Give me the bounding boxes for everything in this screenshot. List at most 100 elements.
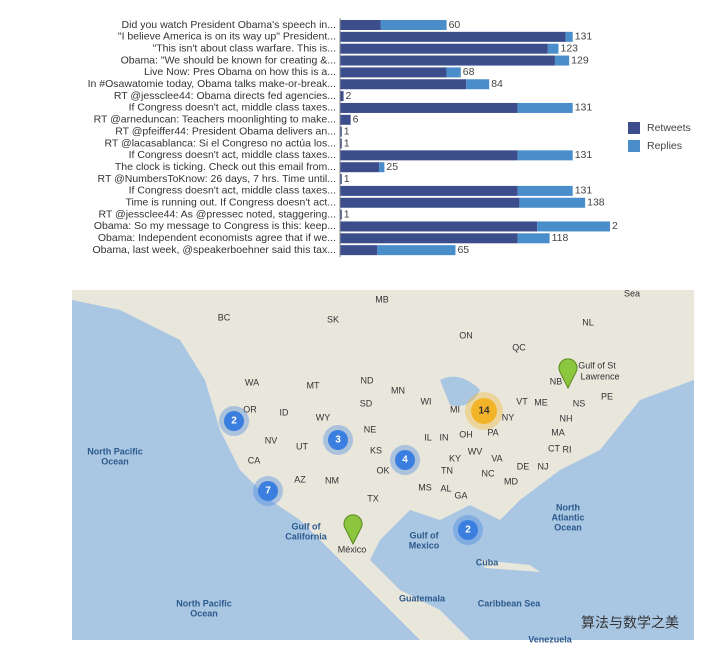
bar-segment — [519, 197, 586, 208]
map-label: OH — [459, 429, 473, 439]
map-label: TX — [367, 493, 379, 503]
total-label: 1 — [344, 208, 350, 220]
bar-segment — [377, 245, 456, 256]
bar-segment — [340, 245, 378, 256]
map-label: Sea — [624, 288, 640, 298]
map-label: MT — [307, 380, 320, 390]
map-place: California — [285, 531, 328, 541]
cluster-count: 2 — [231, 416, 237, 427]
map-label: PA — [487, 427, 498, 437]
total-label: 6 — [353, 114, 359, 126]
cluster-count: 2 — [465, 525, 471, 536]
row-label: RT @pfeiffer44: President Obama delivers… — [115, 125, 336, 137]
map-label: NJ — [538, 461, 549, 471]
row-label: Did you watch President Obama's speech i… — [122, 19, 336, 31]
row-label: Obama, last week, @speakerboehner said t… — [92, 244, 336, 256]
total-label: 1 — [344, 173, 350, 185]
total-label: 131 — [575, 149, 593, 161]
map-label: AL — [440, 483, 451, 493]
row-label: RT @jessclee44: Obama directs fed agenci… — [114, 90, 336, 102]
bar-segment — [340, 67, 447, 78]
map-place: Gulf of — [410, 530, 440, 540]
map-label: DE — [517, 461, 530, 471]
row-label: Obama: So my message to Congress is this… — [94, 220, 336, 232]
map-label: IL — [424, 432, 432, 442]
row-label: "I believe America is on its way up" Pre… — [118, 31, 336, 43]
map-lakes — [440, 376, 480, 406]
map-label: NY — [502, 412, 515, 422]
row-label: RT @jessclee44: As @pressec noted, stagg… — [99, 208, 336, 220]
bar-segment — [340, 209, 342, 220]
bar-segment — [537, 221, 610, 232]
row-label: If Congress doesn't act, middle class ta… — [129, 102, 336, 114]
bar-segment — [517, 233, 550, 244]
legend-label: Retweets — [647, 122, 691, 134]
cluster-marker — [328, 430, 348, 450]
map-place: Ocean — [190, 608, 218, 618]
map-label: Lawrence — [580, 371, 619, 381]
map-place: Guatemala — [399, 593, 446, 603]
cluster-count: 4 — [402, 455, 408, 466]
bar-segment — [340, 162, 380, 173]
bar-segment — [340, 91, 344, 102]
map-label: MS — [418, 482, 432, 492]
total-label: 84 — [491, 78, 503, 90]
map-label: Gulf of St — [578, 360, 616, 370]
total-label: 118 — [552, 232, 569, 244]
total-label: 68 — [463, 66, 475, 78]
map-pin — [343, 514, 363, 546]
total-label: 1 — [344, 125, 350, 137]
map-place: Ocean — [101, 456, 129, 466]
bar-segment — [340, 43, 548, 54]
bar-segment — [340, 185, 518, 196]
map-place: Mexico — [409, 540, 440, 550]
total-label: 65 — [457, 244, 469, 256]
row-label: If Congress doesn't act, middle class ta… — [129, 149, 336, 161]
bar-segment — [380, 20, 447, 30]
cluster-marker — [395, 450, 415, 470]
cluster-count: 14 — [478, 406, 490, 417]
map-label: WI — [421, 396, 432, 406]
map-label: NH — [560, 413, 573, 423]
map-label: NS — [573, 398, 586, 408]
map-label: RI — [563, 444, 572, 454]
total-label: 131 — [575, 31, 593, 43]
map-label: OR — [243, 404, 257, 414]
row-label: Live Now: Pres Obama on how this is a... — [144, 66, 336, 78]
map-place: North — [556, 502, 580, 512]
legend-swatch — [628, 140, 640, 152]
bar-segment — [340, 102, 518, 113]
map-label: SK — [327, 314, 339, 324]
map-label: WV — [468, 446, 483, 456]
map-label: OK — [376, 465, 389, 475]
bar-segment — [379, 162, 385, 173]
row-label: "This isn't about class warfare. This is… — [152, 42, 336, 54]
cluster-marker — [258, 481, 278, 501]
bar-segment — [340, 174, 342, 185]
row-label: The clock is ticking. Check out this ema… — [115, 161, 336, 173]
bar-segment — [340, 20, 381, 30]
map-label: NL — [582, 317, 594, 327]
bar-segment — [340, 126, 342, 137]
row-label: Obama: "We should be known for creating … — [121, 54, 336, 66]
map-cuba — [480, 560, 540, 572]
map-label: KY — [449, 453, 461, 463]
total-label: 138 — [587, 197, 605, 209]
total-label: 131 — [575, 102, 593, 114]
total-label: 2 — [346, 90, 352, 102]
map-label: MI — [450, 404, 460, 414]
map-label: CT — [548, 443, 560, 453]
bar-segment — [517, 185, 573, 196]
total-label: 131 — [575, 185, 593, 197]
total-label: 129 — [571, 54, 589, 66]
map-place: Ocean — [554, 522, 582, 532]
map-label: IN — [440, 432, 449, 442]
row-label: Time is running out. If Congress doesn't… — [125, 197, 336, 209]
map-place: Cuba — [476, 557, 499, 567]
map-label: GA — [454, 490, 467, 500]
map-label: ME — [534, 397, 548, 407]
map-label: NB — [550, 376, 563, 386]
bar-segment — [340, 114, 351, 125]
